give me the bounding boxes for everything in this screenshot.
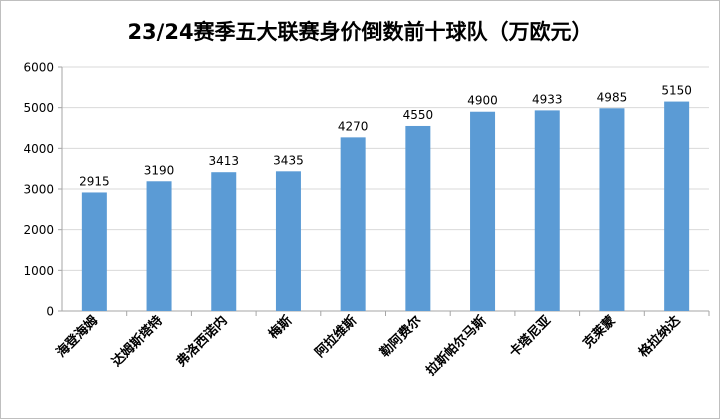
- y-tick-label: 6000: [23, 61, 54, 75]
- data-label: 3190: [144, 163, 175, 177]
- data-label: 3413: [208, 154, 239, 168]
- bar: [340, 137, 366, 311]
- chart-title: 23/24赛季五大联赛身价倒数前十球队（万欧元）: [127, 20, 592, 44]
- y-tick-label: 3000: [23, 183, 54, 197]
- x-tick-label: 弗洛西诺内: [173, 313, 230, 370]
- bar: [275, 171, 301, 311]
- x-tick-label: 梅斯: [266, 313, 296, 343]
- bar: [470, 111, 496, 311]
- data-label: 4985: [597, 90, 628, 104]
- bar: [211, 172, 237, 311]
- x-tick-label: 格拉纳达: [635, 313, 683, 361]
- bars: [81, 101, 690, 312]
- data-labels: 2915 3190 3413 3435 4270 4550 4900 4933 4985 5150: [79, 84, 692, 189]
- data-label: 4550: [403, 108, 434, 122]
- bar: [81, 192, 107, 311]
- data-label: 2915: [79, 174, 110, 188]
- x-tick-label: 卡塔尼亚: [506, 313, 554, 361]
- y-tick-label: 4000: [23, 142, 54, 156]
- bar: [534, 110, 560, 312]
- data-label: 4270: [338, 119, 369, 133]
- data-label: 4900: [467, 94, 498, 108]
- y-tick-label: 2000: [23, 223, 54, 237]
- y-axis-tick-labels: 0 1000 2000 3000 4000 5000 6000: [23, 61, 54, 319]
- x-tick-label: 勒阿费尔: [377, 313, 425, 361]
- data-label: 4933: [532, 92, 563, 106]
- bar: [146, 181, 172, 311]
- y-tick-label: 0: [46, 305, 54, 319]
- x-tick-label: 拉斯帕尔马斯: [423, 313, 489, 379]
- bar: [599, 108, 625, 311]
- x-tick-label: 克莱蒙: [580, 313, 619, 352]
- x-tick-label: 海登海姆: [53, 313, 101, 361]
- data-label: 5150: [661, 84, 692, 98]
- y-tick-label: 5000: [23, 101, 54, 115]
- y-tick-label: 1000: [23, 264, 54, 278]
- x-tick-label: 阿拉维斯: [312, 313, 360, 361]
- bar: [664, 101, 690, 311]
- data-label: 3435: [273, 153, 304, 167]
- x-tick-label: 达姆斯塔特: [109, 313, 166, 370]
- bar: [405, 125, 431, 311]
